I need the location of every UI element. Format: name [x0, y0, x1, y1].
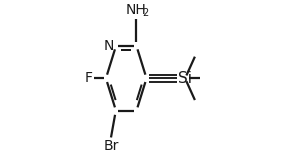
Text: F: F: [85, 71, 93, 85]
Text: 2: 2: [142, 8, 149, 18]
Text: Si: Si: [178, 71, 192, 86]
Text: N: N: [103, 39, 113, 53]
Text: NH: NH: [126, 3, 147, 17]
Text: Br: Br: [103, 139, 119, 153]
